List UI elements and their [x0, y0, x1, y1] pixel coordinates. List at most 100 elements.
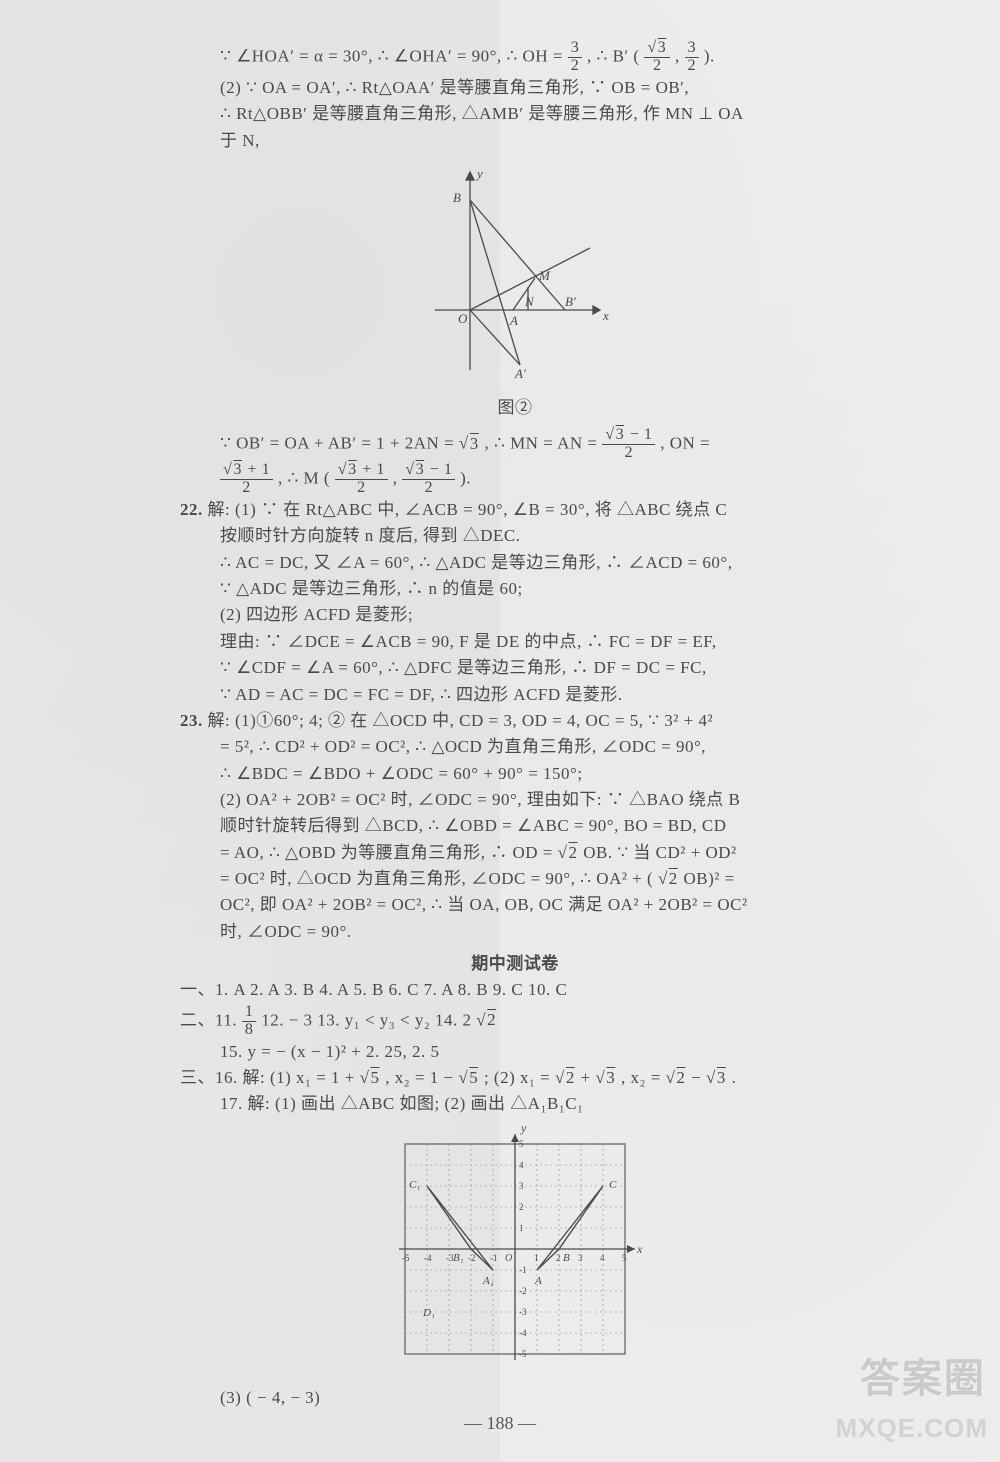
text: (3) ( − 4, − 3) — [220, 1388, 320, 1407]
text: , x₂ = — [621, 1068, 666, 1087]
text: OB)² = — [684, 869, 735, 888]
svg-text:A₁: A₁ — [482, 1275, 494, 1287]
text-line: (2) OA² + 2OB² = OC² 时, ∠ODC = 90°, 理由如下… — [180, 787, 850, 813]
svg-text:D₁: D₁ — [422, 1307, 435, 1319]
text: (2) OA² + 2OB² = OC² 时, ∠ODC = 90°, 理由如下… — [220, 790, 740, 809]
text: 17. 解: (1) 画出 △ABC 如图; (2) 画出 △A₁B₁C₁ — [220, 1094, 584, 1113]
q22-num: 22. — [180, 500, 203, 519]
lbl-A: A — [509, 313, 518, 328]
lbl-Bp: B′ — [565, 294, 576, 309]
text-line: √3 + 12 , ∴ M ( √3 + 12 , √3 − 12 ). — [180, 462, 850, 497]
watermark-cn: 答案圈 — [860, 1346, 986, 1404]
svg-text:-3: -3 — [519, 1307, 527, 1317]
text: ∵ △ADC 是等边三角形, ∴ n 的值是 60; — [220, 579, 523, 598]
text: + — [581, 1068, 596, 1087]
svg-text:5: 5 — [519, 1139, 524, 1149]
text-line: ∵ OB′ = OA + AB′ = 1 + 2AN = √3 , ∴ MN =… — [180, 427, 850, 462]
fraction: 32 — [568, 40, 583, 75]
text-line: ∵ ∠HOA′ = α = 30°, ∴ ∠OHA′ = 90°, ∴ OH =… — [180, 40, 850, 75]
text: OC², 即 OA² + 2OB² = OC², ∴ 当 OA, OB, OC … — [220, 895, 748, 914]
text: 二、11. — [180, 1010, 242, 1029]
text-line: = 5², ∴ CD² + OD² = OC², ∴ △OCD 为直角三角形, … — [180, 734, 850, 760]
text: = 5², ∴ CD² + OD² = OC², ∴ △OCD 为直角三角形, … — [220, 737, 706, 756]
lbl-N: N — [524, 294, 535, 309]
svg-text:C: C — [609, 1179, 617, 1191]
text: 解: (1) ∵ 在 Rt△ABC 中, ∠ACB = 90°, ∠B = 30… — [208, 500, 728, 519]
svg-text:x: x — [636, 1242, 643, 1256]
watermark-en: MXQE.COM — [836, 1413, 988, 1444]
lbl-x: x — [602, 308, 609, 323]
text: , ON = — [660, 434, 710, 453]
text-line: = OC² 时, △OCD 为直角三角形, ∠ODC = 90°, ∴ OA² … — [180, 866, 850, 892]
text: (2) 四边形 ACFD 是菱形; — [220, 605, 413, 624]
svg-text:2: 2 — [519, 1202, 524, 1212]
text: 按顺时针方向旋转 n 度后, 得到 △DEC. — [220, 526, 521, 545]
sec3: 三、16. 解: (1) x₁ = 1 + √5 , x₂ = 1 − √5 ;… — [180, 1065, 850, 1091]
text: ∴ ∠BDC = ∠BDO + ∠ODC = 60° + 90° = 150°; — [220, 764, 583, 783]
text-line: ∵ ∠CDF = ∠A = 60°, ∴ △DFC 是等边三角形, ∴ DF =… — [180, 655, 850, 681]
svg-text:3: 3 — [578, 1253, 583, 1263]
svg-text:3: 3 — [519, 1181, 524, 1191]
text: = AO, ∴ △OBD 为等腰直角三角形, ∴ OD = — [220, 843, 558, 862]
text-line: ∴ AC = DC, 又 ∠A = 60°, ∴ △ADC 是等边三角形, ∴ … — [180, 550, 850, 576]
svg-text:B: B — [563, 1252, 570, 1264]
text-line: ∵ △ADC 是等边三角形, ∴ n 的值是 60; — [180, 576, 850, 602]
text-line: OC², 即 OA² + 2OB² = OC², ∴ 当 OA, OB, OC … — [180, 892, 850, 918]
paren: ( — [633, 46, 639, 65]
svg-text:-1: -1 — [519, 1265, 527, 1275]
svg-text:y: y — [520, 1124, 527, 1135]
svg-text:A: A — [534, 1275, 542, 1287]
text: ∵ ∠HOA′ = α = 30°, ∴ ∠OHA′ = 90°, ∴ OH = — [220, 46, 568, 65]
svg-text:5: 5 — [622, 1253, 627, 1263]
text-line: ∵ AD = AC = DC = FC = DF, ∴ 四边形 ACFD 是菱形… — [180, 682, 850, 708]
svg-text:O: O — [505, 1253, 512, 1264]
text: . — [732, 1068, 737, 1087]
svg-text:1: 1 — [534, 1253, 539, 1263]
q23: 23. 解: (1)①60°; 4; ② 在 △OCD 中, CD = 3, O… — [180, 708, 850, 734]
text: 理由: ∵ ∠DCE = ∠ACB = 90, F 是 DE 的中点, ∴ FC… — [220, 632, 717, 651]
text-line: 15. y = − (x − 1)² + 2. 25, 2. 5 — [180, 1039, 850, 1065]
svg-text:1: 1 — [519, 1223, 524, 1233]
paren: ). — [704, 46, 715, 65]
grid-chart-svg: -5-5-4-4-3-3-2-2-1-11122334455OxyABCA₁B₁… — [385, 1124, 645, 1374]
svg-text:B₁: B₁ — [453, 1252, 464, 1264]
text: 于 N, — [220, 131, 260, 150]
q22: 22. 解: (1) ∵ 在 Rt△ABC 中, ∠ACB = 90°, ∠B … — [180, 497, 850, 523]
figure-2: O A A′ B B′ M N x y 图② — [180, 160, 850, 421]
svg-text:-2: -2 — [519, 1286, 527, 1296]
svg-text:-5: -5 — [402, 1253, 410, 1263]
lbl-O: O — [458, 311, 468, 326]
text: ∴ AC = DC, 又 ∠A = 60°, ∴ △ADC 是等边三角形, ∴ … — [220, 553, 732, 572]
text-line: 顺时针旋转后得到 △BCD, ∴ ∠OBD = ∠ABC = 90°, BO =… — [180, 813, 850, 839]
lbl-y: y — [475, 166, 483, 181]
fraction: 32 — [685, 40, 700, 75]
text-line: = AO, ∴ △OBD 为等腰直角三角形, ∴ OD = √2 OB. ∵ 当… — [180, 840, 850, 866]
text: 三、16. 解: (1) x₁ = 1 + — [180, 1068, 360, 1087]
text: − — [691, 1068, 706, 1087]
text: ∵ ∠CDF = ∠A = 60°, ∴ △DFC 是等边三角形, ∴ DF =… — [220, 658, 707, 677]
lbl-B: B — [453, 190, 461, 205]
paren: ( — [324, 469, 330, 488]
text: 15. y = − (x − 1)² + 2. 25, 2. 5 — [220, 1042, 440, 1061]
svg-text:-5: -5 — [519, 1349, 527, 1359]
svg-text:2: 2 — [556, 1253, 561, 1263]
svg-text:-2: -2 — [468, 1253, 476, 1263]
section-title: 期中测试卷 — [180, 951, 850, 977]
svg-text:-4: -4 — [424, 1253, 432, 1263]
paren: ). — [460, 469, 471, 488]
sec2: 二、11. 18 12. − 3 13. y₁ < y₃ < y₂ 14. 2 … — [180, 1004, 850, 1039]
text: = OC² 时, △OCD 为直角三角形, ∠ODC = 90°, ∴ OA² … — [220, 869, 653, 888]
comma: , — [393, 469, 403, 488]
text: ∵ OB′ = OA + AB′ = 1 + 2AN = — [220, 434, 459, 453]
svg-text:4: 4 — [519, 1160, 524, 1170]
text-line: 按顺时针方向旋转 n 度后, 得到 △DEC. — [180, 523, 850, 549]
fraction: √3 + 12 — [335, 462, 388, 497]
fraction: √3 − 12 — [402, 462, 455, 497]
fraction: √3 + 12 — [220, 462, 273, 497]
text-line: 17. 解: (1) 画出 △ABC 如图; (2) 画出 △A₁B₁C₁ — [180, 1091, 850, 1117]
text-line: 理由: ∵ ∠DCE = ∠ACB = 90, F 是 DE 的中点, ∴ FC… — [180, 629, 850, 655]
text: 12. − 3 13. y₁ < y₃ < y₂ 14. 2 — [261, 1010, 471, 1029]
text: , ∴ M — [278, 469, 319, 488]
text: 解: (1)①60°; 4; ② 在 △OCD 中, CD = 3, OD = … — [208, 711, 714, 730]
comma: , — [675, 46, 685, 65]
